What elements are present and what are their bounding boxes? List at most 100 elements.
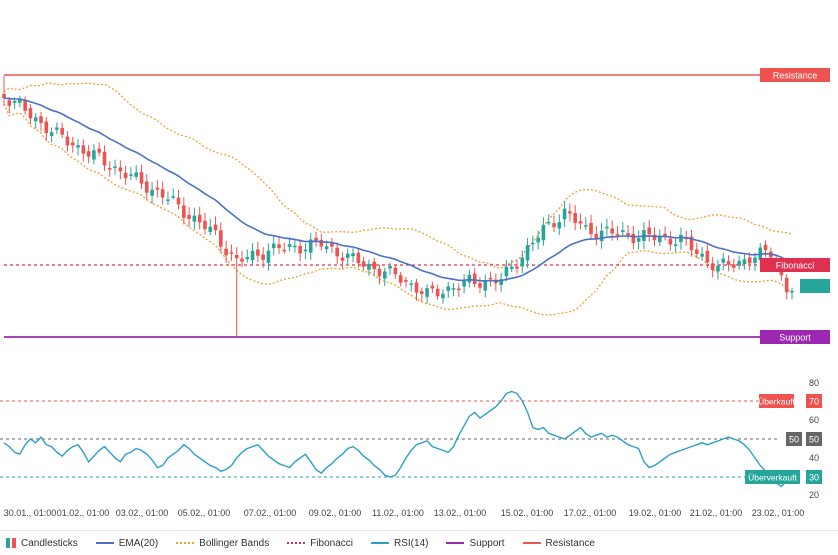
- candle-body: [44, 121, 49, 134]
- ema-polyline: [3, 97, 793, 282]
- candlestick: [192, 207, 197, 230]
- candle-body: [509, 266, 514, 269]
- legend-ema[interactable]: EMA(20): [95, 538, 158, 549]
- legend-rsi[interactable]: RSI(14): [371, 538, 428, 549]
- candle-body: [28, 108, 33, 119]
- last-price-marker: [800, 279, 830, 293]
- candle-body: [446, 286, 451, 291]
- candlestick: [483, 274, 488, 298]
- legend: Candlesticks EMA(20) Bollinger Bands Fib…: [0, 530, 838, 555]
- candlestick: [568, 203, 572, 222]
- candlestick: [298, 239, 302, 262]
- candlestick: [240, 250, 244, 268]
- oversold-label-text: Überverkauft: [748, 473, 797, 483]
- candlestick: [679, 227, 683, 251]
- candlestick: [784, 274, 789, 300]
- x-tick-label: 09.02., 01:00: [309, 508, 362, 518]
- candle-body: [451, 288, 456, 290]
- x-tick-label: 07.02., 01:00: [244, 508, 297, 518]
- candlestick: [552, 215, 556, 233]
- candle-body: [398, 275, 403, 283]
- x-axis: 30.01., 01:00 01.02., 01:00 03.02., 01:00 0…: [4, 508, 805, 518]
- candlestick: [451, 283, 456, 297]
- midline-label: 50 50: [786, 432, 822, 446]
- candlestick: [113, 159, 117, 175]
- candle-body: [160, 189, 165, 198]
- candlestick: [129, 167, 133, 181]
- legend-fibonacci[interactable]: Fibonacci: [287, 538, 353, 549]
- candlestick: [293, 238, 297, 253]
- candlestick: [457, 283, 461, 297]
- candlestick: [589, 214, 593, 239]
- candlestick: [472, 267, 477, 288]
- candle-body: [250, 250, 255, 261]
- candlestick: [335, 242, 339, 264]
- oversold-value-box: [806, 470, 822, 484]
- candlestick: [282, 242, 287, 254]
- candlestick: [361, 256, 366, 271]
- candle-body: [134, 172, 139, 177]
- candle-body: [504, 266, 509, 277]
- candle-body: [187, 215, 191, 219]
- resistance-label: Resistance: [760, 68, 830, 82]
- candle-body: [123, 172, 128, 179]
- support-label: Support: [760, 330, 830, 344]
- candle-body: [361, 261, 366, 267]
- candlestick: [208, 218, 213, 236]
- candlestick: [345, 248, 350, 266]
- candle-body: [578, 221, 583, 224]
- candle-body: [150, 189, 154, 196]
- candle-body: [287, 244, 292, 247]
- candlestick: [462, 274, 466, 294]
- overbought-value-text: 70: [809, 397, 819, 407]
- candlestick: [716, 259, 720, 280]
- candle-body: [102, 151, 107, 166]
- candle-body: [784, 277, 789, 293]
- candle-body: [483, 280, 488, 291]
- legend-resistance[interactable]: Resistance: [522, 537, 595, 549]
- candle-body: [668, 238, 673, 245]
- x-tick-label: 17.02., 01:00: [564, 508, 617, 518]
- candlestick: [155, 180, 160, 198]
- candlesticks: [2, 76, 794, 336]
- x-tick-label: 30.01., 01:00: [4, 508, 57, 518]
- candlestick: [430, 281, 435, 294]
- candlestick-icon: [6, 538, 16, 548]
- resistance-label-text: Resistance: [773, 71, 818, 81]
- candle-body: [652, 234, 657, 241]
- candlestick: [695, 242, 699, 259]
- candle-body: [726, 261, 731, 265]
- overbought-label: Überkauft 70: [758, 394, 822, 408]
- legend-label: RSI(14): [394, 537, 429, 549]
- candle-body: [520, 257, 525, 267]
- candlestick: [166, 191, 170, 206]
- candlestick: [287, 237, 292, 252]
- bollinger-line-icon: [176, 542, 195, 544]
- candlestick: [615, 226, 620, 241]
- candlestick: [626, 225, 630, 240]
- candlestick: [245, 249, 250, 263]
- legend-support[interactable]: Support: [446, 538, 505, 549]
- rsi-polyline: [3, 390, 793, 488]
- rsi-tick-label: 40: [809, 453, 819, 463]
- legend-label: Candlesticks: [21, 537, 78, 549]
- support-label-box: [760, 330, 830, 344]
- candle-body: [573, 212, 577, 223]
- candlestick: [726, 255, 731, 272]
- candlestick: [229, 244, 234, 262]
- candle-body: [7, 100, 12, 106]
- candlestick: [144, 174, 149, 200]
- legend-bollinger[interactable]: Bollinger Bands: [176, 538, 269, 549]
- candlestick: [70, 136, 75, 153]
- candlestick: [742, 254, 747, 270]
- legend-candlesticks[interactable]: Candlesticks: [6, 538, 78, 549]
- candlestick: [488, 271, 493, 287]
- candlestick: [219, 222, 223, 254]
- candle-body: [684, 237, 689, 240]
- legend-label: Resistance: [545, 537, 595, 549]
- candlestick: [599, 222, 604, 249]
- candle-body: [377, 268, 382, 277]
- candlestick: [425, 284, 429, 304]
- candle-body: [324, 246, 329, 250]
- candle-body: [372, 261, 377, 270]
